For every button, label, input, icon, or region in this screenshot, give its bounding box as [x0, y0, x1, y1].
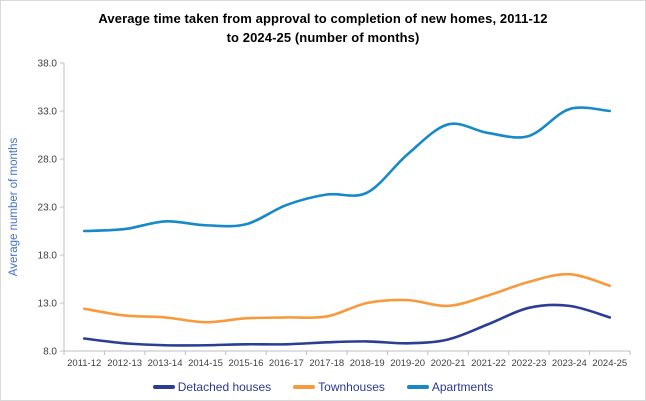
x-tick-label: 2013-14 [148, 358, 183, 369]
y-tick-label: 13.0 [38, 299, 58, 310]
y-axis-title: Average number of months [8, 138, 20, 277]
legend-swatch-icon [293, 385, 316, 389]
y-tick-label: 33.0 [38, 107, 58, 118]
legend-item-townhouses: Townhouses [293, 380, 385, 394]
x-tick-label: 2015-16 [228, 358, 263, 369]
chart-title: Average time taken from approval to comp… [1, 10, 645, 48]
x-tick-label: 2023-24 [552, 358, 587, 369]
series-line-apartments [82, 106, 612, 233]
legend-label: Detached houses [177, 380, 272, 394]
y-tick-label: 28.0 [38, 155, 58, 166]
x-tick-label: 2024-25 [592, 358, 627, 369]
y-tick-label: 18.0 [38, 251, 58, 262]
legend-swatch-icon [406, 385, 429, 389]
x-tick-label: 2011-12 [67, 358, 101, 369]
x-tick-label: 2019-20 [390, 358, 425, 369]
x-tick-label: 2022-23 [511, 358, 546, 369]
legend-swatch-icon [152, 385, 175, 389]
legend-label: Apartments [431, 380, 494, 394]
y-tick-label: 38.0 [38, 59, 58, 70]
x-tick-label: 2012-13 [107, 358, 142, 369]
x-tick-label: 2020-21 [431, 358, 466, 369]
x-tick-label: 2021-22 [471, 358, 506, 369]
x-tick-label: 2017-18 [309, 358, 344, 369]
legend-item-detached-houses: Detached houses [152, 380, 272, 394]
x-tick-label: 2014-15 [188, 358, 223, 369]
series-line-townhouses [82, 272, 612, 324]
chart-title-line-1: Average time taken from approval to comp… [98, 11, 548, 26]
x-tick-label: 2016-17 [269, 358, 304, 369]
x-tick-label: 2018-19 [350, 358, 385, 369]
series-line-detached-houses [82, 303, 612, 347]
chart-title-line-2: to 2024-25 (number of months) [226, 29, 420, 45]
chart-legend: Detached houses Townhouses Apartments [1, 380, 645, 394]
y-tick-label: 23.0 [38, 203, 58, 214]
legend-label: Townhouses [318, 380, 385, 394]
y-tick-label: 8.0 [43, 347, 57, 358]
legend-item-apartments: Apartments [406, 380, 494, 394]
